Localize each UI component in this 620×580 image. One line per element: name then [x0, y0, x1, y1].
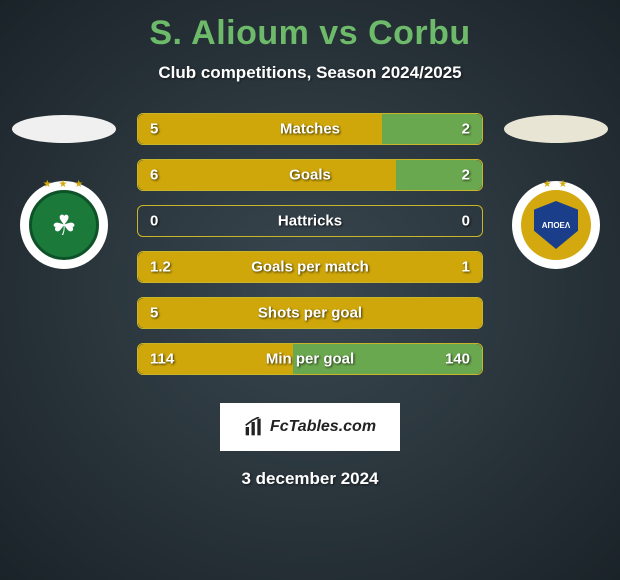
stat-value-right: 2: [462, 121, 470, 138]
stat-value-right: 0: [462, 213, 470, 230]
stat-value-left: 1.2: [150, 259, 171, 276]
stat-value-right: 2: [462, 167, 470, 184]
player-right-photo-placeholder: [504, 115, 608, 143]
stat-row: 114 Min per goal 140: [137, 343, 483, 375]
bar-fill-left: [138, 160, 396, 190]
subtitle: Club competitions, Season 2024/2025: [0, 63, 620, 83]
stat-label: Hattricks: [278, 213, 342, 230]
stat-row: 5 Matches 2: [137, 113, 483, 145]
stat-bars: 5 Matches 2 6 Goals 2 0 Hattricks 0 1.2 Goals per …: [127, 113, 493, 389]
date-label: 3 december 2024: [0, 469, 620, 489]
stat-label: Goals: [289, 167, 331, 184]
stat-value-right: 140: [445, 351, 470, 368]
stars-icon: ★ ★ ★: [43, 179, 85, 190]
team-left-logo: ★ ★ ★ ☘: [20, 181, 108, 269]
stat-value-left: 0: [150, 213, 158, 230]
team-right-logo: ★ ★ ΑΠΟΕΛ: [512, 181, 600, 269]
player-left-photo-placeholder: [12, 115, 116, 143]
stat-row: 0 Hattricks 0: [137, 205, 483, 237]
stat-value-left: 114: [150, 351, 174, 368]
stat-label: Shots per goal: [258, 305, 362, 322]
stat-row: 1.2 Goals per match 1: [137, 251, 483, 283]
brand-badge: FcTables.com: [220, 403, 400, 451]
shield-icon: ΑΠΟΕΛ: [534, 201, 578, 249]
stat-label: Goals per match: [251, 259, 369, 276]
stat-label: Min per goal: [266, 351, 354, 368]
stat-value-left: 6: [150, 167, 158, 184]
stat-row: 5 Shots per goal: [137, 297, 483, 329]
chart-icon: [244, 417, 264, 437]
left-side: ★ ★ ★ ☘: [8, 113, 120, 269]
stat-value-left: 5: [150, 121, 158, 138]
right-side: ★ ★ ΑΠΟΕΛ: [500, 113, 612, 269]
clover-icon: ☘: [29, 190, 99, 260]
comparison-panel: ★ ★ ★ ☘ 5 Matches 2 6 Goals 2 0 Hattricks 0 1.2 Go…: [0, 113, 620, 389]
bar-fill-left: [138, 114, 382, 144]
stat-label: Matches: [280, 121, 340, 138]
stat-value-right: 1: [462, 259, 470, 276]
stat-value-left: 5: [150, 305, 158, 322]
stat-row: 6 Goals 2: [137, 159, 483, 191]
stars-icon: ★ ★: [543, 179, 570, 190]
page-title: S. Alioum vs Corbu: [0, 0, 620, 53]
brand-text: FcTables.com: [270, 418, 376, 436]
